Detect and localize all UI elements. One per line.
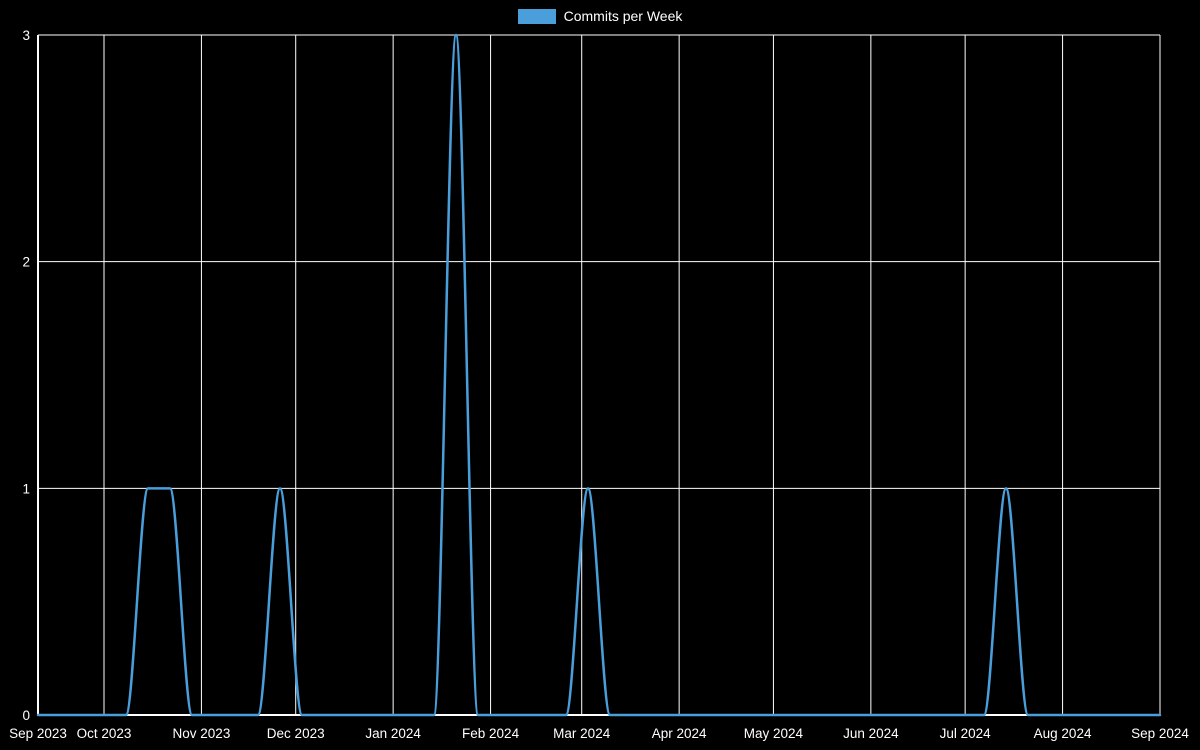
legend-item-commits-per-week[interactable]: Commits per Week	[517, 7, 683, 25]
legend-swatch	[517, 8, 556, 24]
x-tick-label: Sep 2024	[1131, 726, 1189, 741]
y-tick-label: 1	[22, 481, 30, 496]
x-tick-label: Jan 2024	[365, 726, 421, 741]
x-tick-label: Aug 2024	[1034, 726, 1092, 741]
chart-legend: Commits per Week	[0, 7, 1200, 25]
x-tick-label: Jun 2024	[843, 726, 899, 741]
x-tick-label: Apr 2024	[652, 726, 707, 741]
x-tick-label: Sep 2023	[9, 726, 67, 741]
y-tick-label: 3	[22, 28, 30, 43]
x-tick-label: Jul 2024	[940, 726, 992, 741]
x-tick-label: Dec 2023	[267, 726, 325, 741]
commits-line-series	[36, 33, 1162, 717]
x-tick-label: May 2024	[744, 726, 804, 741]
x-tick-label: Feb 2024	[462, 726, 520, 741]
y-tick-label: 0	[22, 708, 30, 723]
y-tick-label: 2	[22, 255, 30, 270]
x-tick-label: Oct 2023	[77, 726, 132, 741]
x-tick-label: Mar 2024	[553, 726, 611, 741]
x-tick-label: Nov 2023	[173, 726, 231, 741]
legend-label: Commits per Week	[563, 8, 683, 24]
